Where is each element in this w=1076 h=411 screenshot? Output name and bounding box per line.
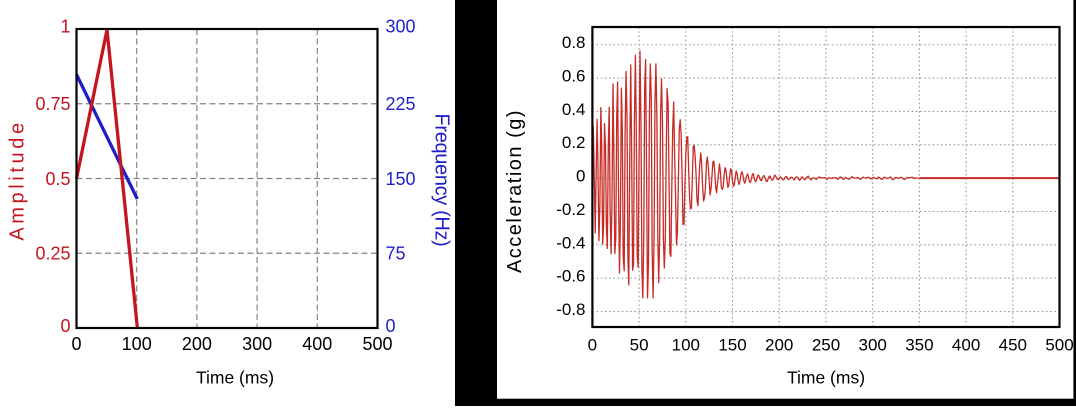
svg-text:0.75: 0.75 — [35, 94, 70, 114]
svg-text:0.2: 0.2 — [562, 133, 586, 152]
svg-text:0.8: 0.8 — [562, 33, 586, 52]
svg-text:300: 300 — [859, 336, 887, 355]
svg-text:0.5: 0.5 — [45, 169, 70, 189]
svg-text:75: 75 — [386, 244, 406, 264]
svg-text:Time (ms): Time (ms) — [196, 368, 274, 388]
svg-text:400: 400 — [302, 334, 332, 354]
svg-text:150: 150 — [386, 169, 416, 189]
svg-text:-0.8: -0.8 — [556, 300, 585, 319]
svg-text:100: 100 — [672, 336, 700, 355]
svg-text:250: 250 — [812, 336, 840, 355]
svg-text:-0.4: -0.4 — [556, 233, 585, 252]
svg-text:1: 1 — [60, 16, 70, 36]
svg-text:0.4: 0.4 — [562, 100, 586, 119]
svg-text:Time (ms): Time (ms) — [787, 368, 865, 388]
svg-text:Amplitude: Amplitude — [7, 119, 29, 240]
svg-text:0: 0 — [588, 336, 597, 355]
svg-text:225: 225 — [386, 94, 416, 114]
svg-text:-0.2: -0.2 — [556, 200, 585, 219]
svg-text:150: 150 — [718, 336, 746, 355]
svg-text:100: 100 — [122, 334, 152, 354]
svg-text:0: 0 — [386, 316, 396, 336]
svg-text:300: 300 — [242, 334, 272, 354]
svg-text:Frequency (Hz): Frequency (Hz) — [431, 114, 453, 247]
svg-text:-0.6: -0.6 — [556, 267, 585, 286]
svg-text:200: 200 — [765, 336, 793, 355]
svg-text:500: 500 — [362, 334, 392, 354]
svg-text:50: 50 — [630, 336, 649, 355]
svg-text:0: 0 — [71, 334, 81, 354]
svg-text:0: 0 — [60, 316, 70, 336]
svg-text:0: 0 — [576, 167, 585, 186]
svg-text:0.6: 0.6 — [562, 67, 586, 86]
svg-text:350: 350 — [905, 336, 933, 355]
svg-text:300: 300 — [386, 16, 416, 36]
svg-text:450: 450 — [999, 336, 1027, 355]
svg-text:Acceleration (g): Acceleration (g) — [504, 109, 526, 273]
svg-text:400: 400 — [952, 336, 980, 355]
svg-text:500: 500 — [1045, 336, 1073, 355]
svg-text:200: 200 — [182, 334, 212, 354]
svg-text:0.25: 0.25 — [35, 244, 70, 264]
